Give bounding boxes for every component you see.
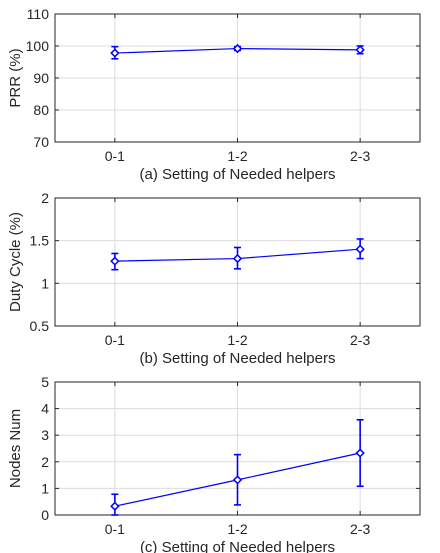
y-tick-label: 1.5 [30,233,50,249]
x-tick-label: 0-1 [105,521,125,537]
y-tick-label: 0 [41,507,49,523]
y-tick-label: 1 [41,480,49,496]
y-axis-title: Duty Cycle (%) [7,212,24,312]
x-axis-title: (a) Setting of Needed helpers [140,166,336,183]
y-tick-label: 2 [41,454,49,470]
y-tick-label: 80 [33,102,49,118]
x-tick-label: 1-2 [227,332,247,348]
y-axis-title: PRR (%) [7,48,24,107]
y-tick-label: 100 [26,38,50,54]
y-tick-label: 3 [41,427,49,443]
y-tick-label: 90 [33,70,49,86]
x-tick-label: 2-3 [350,521,370,537]
x-axis-title: (c) Setting of Needed helpers [140,539,335,553]
y-tick-label: 2 [41,190,49,206]
x-tick-label: 0-1 [105,148,125,164]
x-tick-label: 1-2 [227,521,247,537]
y-tick-label: 0.5 [30,318,50,334]
x-tick-label: 0-1 [105,332,125,348]
x-tick-label: 1-2 [227,148,247,164]
y-tick-label: 5 [41,374,49,390]
y-tick-label: 70 [33,134,49,150]
x-tick-label: 2-3 [350,148,370,164]
y-tick-label: 110 [27,6,50,22]
y-axis-title: Nodes Num [7,409,24,488]
x-tick-label: 2-3 [350,332,370,348]
y-tick-label: 1 [41,275,49,291]
y-tick-label: 4 [41,401,49,417]
x-axis-title: (b) Setting of Needed helpers [140,350,336,367]
